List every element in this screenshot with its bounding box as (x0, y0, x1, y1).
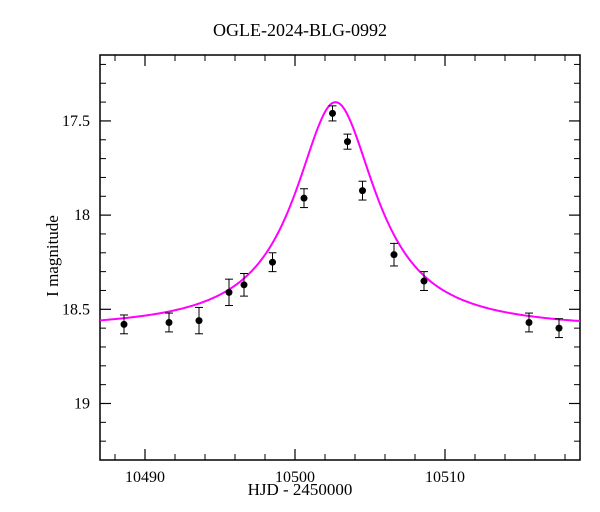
chart-title: OGLE-2024-BLG-0992 (0, 20, 600, 41)
plot-svg: 10490105001051017.51818.519 (0, 0, 600, 512)
svg-text:18.5: 18.5 (62, 301, 90, 318)
svg-text:19: 19 (74, 395, 90, 412)
chart-container: OGLE-2024-BLG-0992 HJD - 2450000 I magni… (0, 0, 600, 512)
svg-text:17.5: 17.5 (62, 113, 90, 130)
svg-text:18: 18 (74, 207, 90, 224)
y-axis-label: I magnitude (43, 215, 63, 297)
x-axis-label: HJD - 2450000 (0, 480, 600, 500)
